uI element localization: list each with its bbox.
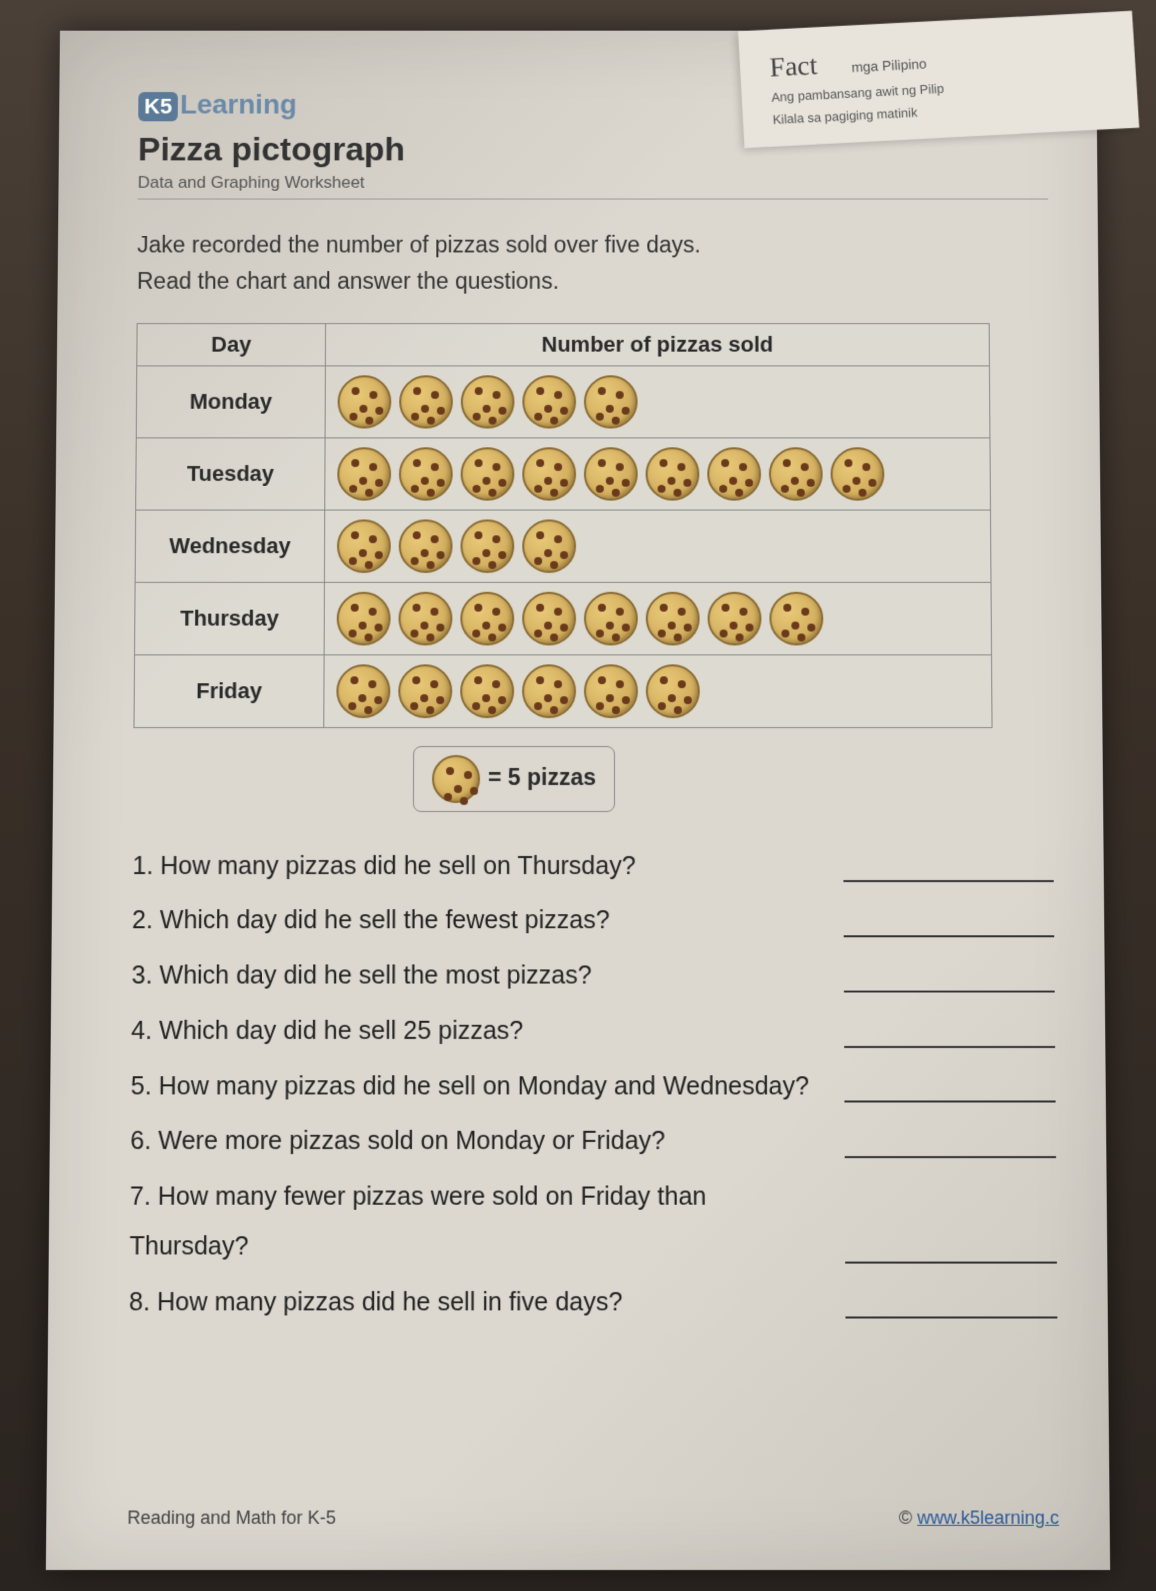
- answer-blank[interactable]: [845, 1261, 1057, 1263]
- question-text: 2. Which day did he sell the fewest pizz…: [132, 896, 824, 945]
- footer-left: Reading and Math for K-5: [127, 1507, 336, 1529]
- pizza-icon: [398, 664, 452, 718]
- pizza-icon: [584, 375, 638, 428]
- corner-text-3: Kilala sa pagiging matinik: [772, 104, 918, 126]
- footer-link[interactable]: www.k5learning.c: [917, 1507, 1059, 1527]
- answer-blank[interactable]: [844, 1101, 1055, 1103]
- question-row: 6. Were more pizzas sold on Monday or Fr…: [130, 1117, 1056, 1166]
- brand-badge: K5: [138, 92, 178, 121]
- pizza-icon: [769, 447, 823, 500]
- pizza-icon: [337, 591, 391, 645]
- table-row: Monday: [136, 366, 990, 438]
- pizza-icon: [522, 519, 576, 573]
- brand-text: Learning: [180, 89, 297, 119]
- pizza-icon: [460, 664, 514, 718]
- table-cell-pizzas: [324, 582, 991, 655]
- pizza-icon: [522, 591, 576, 645]
- pizza-icon: [707, 447, 761, 500]
- table-header-day: Day: [137, 323, 326, 365]
- pizza-icon: [337, 447, 391, 500]
- table-cell-day: Monday: [136, 366, 325, 438]
- pictograph-table: Day Number of pizzas sold MondayTuesdayW…: [133, 323, 992, 728]
- corner-text-2: Ang pambansang awit ng Pilip: [771, 81, 944, 105]
- question-text: 3. Which day did he sell the most pizzas…: [131, 951, 824, 1000]
- table-row: Thursday: [135, 582, 992, 655]
- question-text: 5. How many pizzas did he sell on Monday…: [131, 1062, 825, 1111]
- pizza-icon: [584, 447, 638, 500]
- intro-text: Jake recorded the number of pizzas sold …: [137, 227, 1049, 299]
- pizza-icon: [399, 375, 453, 428]
- question-row: 5. How many pizzas did he sell on Monday…: [131, 1062, 1056, 1111]
- pizza-icon: [460, 591, 514, 645]
- question-text: 7. How many fewer pizzas were sold on Fr…: [129, 1172, 825, 1271]
- table-cell-pizzas: [324, 510, 991, 582]
- pizza-icon: [646, 447, 700, 500]
- worksheet-paper: Fact mga Pilipino Ang pambansang awit ng…: [46, 31, 1110, 1570]
- worksheet-subtitle: Data and Graphing Worksheet: [138, 173, 1049, 199]
- table-cell-pizzas: [325, 366, 990, 438]
- pizza-icon: [337, 519, 391, 573]
- pizza-icon: [398, 591, 452, 645]
- pizza-icon: [522, 375, 576, 428]
- table-header-count: Number of pizzas sold: [325, 323, 989, 365]
- table-row: Wednesday: [135, 510, 991, 582]
- pizza-icon: [769, 591, 823, 645]
- question-row: 2. Which day did he sell the fewest pizz…: [132, 896, 1054, 945]
- pizza-icon: [399, 447, 453, 500]
- pizza-icon: [584, 664, 638, 718]
- corner-text-1: mga Pilipino: [851, 56, 927, 75]
- pizza-icon: [461, 447, 515, 500]
- table-cell-pizzas: [325, 437, 991, 509]
- table-row: Tuesday: [136, 437, 991, 509]
- pizza-icon: [338, 375, 392, 428]
- table-cell-day: Friday: [134, 654, 324, 727]
- pizza-icon: [460, 519, 514, 573]
- table-row: Friday: [134, 654, 992, 727]
- question-text: 1. How many pizzas did he sell on Thursd…: [132, 842, 823, 891]
- pizza-icon: [708, 591, 762, 645]
- footer-copyright: ©: [899, 1507, 918, 1527]
- answer-blank[interactable]: [843, 880, 1053, 882]
- pizza-icon: [646, 664, 700, 718]
- pizza-icon: [646, 591, 700, 645]
- question-text: 4. Which day did he sell 25 pizzas?: [131, 1007, 824, 1056]
- question-text: 8. How many pizzas did he sell in five d…: [129, 1277, 825, 1327]
- corner-paper-fragment: Fact mga Pilipino Ang pambansang awit ng…: [738, 11, 1139, 148]
- answer-blank[interactable]: [844, 990, 1055, 992]
- pizza-icon: [522, 447, 576, 500]
- pizza-icon: [584, 591, 638, 645]
- pizza-icon: [399, 519, 453, 573]
- answer-blank[interactable]: [845, 1317, 1057, 1319]
- question-row: 4. Which day did he sell 25 pizzas?: [131, 1007, 1055, 1056]
- question-text: 6. Were more pizzas sold on Monday or Fr…: [130, 1117, 825, 1166]
- pizza-icon: [461, 375, 515, 428]
- answer-blank[interactable]: [844, 1046, 1055, 1048]
- question-row: 1. How many pizzas did he sell on Thursd…: [132, 842, 1054, 891]
- questions-list: 1. How many pizzas did he sell on Thursd…: [129, 842, 1058, 1327]
- worksheet-footer: Reading and Math for K-5 © www.k5learnin…: [127, 1507, 1059, 1529]
- question-row: 7. How many fewer pizzas were sold on Fr…: [129, 1172, 1057, 1271]
- question-row: 3. Which day did he sell the most pizzas…: [131, 951, 1054, 1000]
- pizza-icon: [432, 755, 480, 803]
- table-cell-day: Tuesday: [136, 437, 325, 509]
- answer-blank[interactable]: [844, 935, 1055, 937]
- intro-line-2: Read the chart and answer the questions.: [137, 263, 1049, 299]
- pizza-icon: [830, 447, 884, 500]
- pictograph-legend: = 5 pizzas: [413, 746, 615, 812]
- table-cell-pizzas: [324, 654, 992, 727]
- corner-fact-label: Fact: [769, 51, 818, 84]
- footer-right: © www.k5learning.c: [899, 1507, 1059, 1529]
- pizza-icon: [522, 664, 576, 718]
- pizza-icon: [336, 664, 390, 718]
- question-row: 8. How many pizzas did he sell in five d…: [129, 1277, 1058, 1327]
- desk-background: Fact mga Pilipino Ang pambansang awit ng…: [0, 0, 1156, 1591]
- legend-text: = 5 pizzas: [488, 764, 596, 790]
- answer-blank[interactable]: [845, 1156, 1056, 1158]
- table-cell-day: Wednesday: [135, 510, 325, 582]
- intro-line-1: Jake recorded the number of pizzas sold …: [137, 227, 1049, 263]
- table-cell-day: Thursday: [135, 582, 325, 655]
